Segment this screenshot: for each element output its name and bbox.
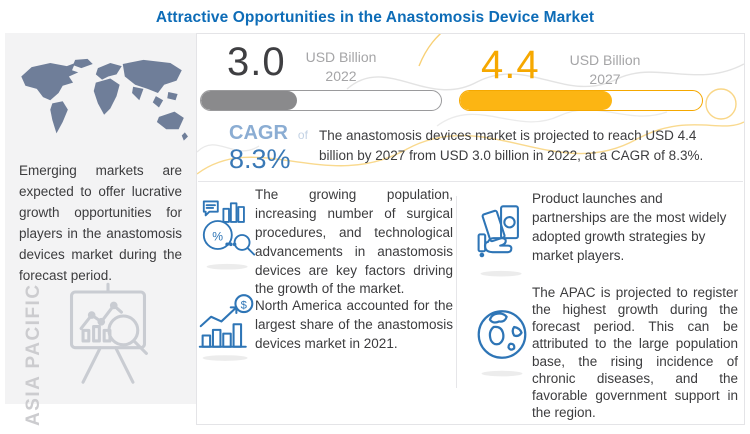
unit-label: USD Billion — [305, 49, 377, 65]
progress-bar-2022 — [200, 90, 442, 111]
cagr-value: 8.3% — [229, 144, 291, 174]
cagr-row: CAGR of — [229, 122, 308, 145]
progress-bar-2027 — [459, 90, 703, 111]
page-title: Attractive Opportunities in the Anastomo… — [155, 9, 595, 26]
year-label: 2027 — [589, 70, 621, 87]
market-analysis-icon: % — [202, 200, 256, 270]
hand-money-icon — [477, 205, 522, 277]
world-map-icon — [21, 58, 188, 141]
market-unit-2027: USD Billion 2027 — [559, 51, 651, 89]
globe-icon — [477, 310, 527, 377]
horizontal-divider — [198, 181, 743, 182]
insight-text: Product launches and partnerships are th… — [532, 191, 727, 263]
insight-text: The APAC is projected to register the hi… — [532, 285, 738, 420]
growth-chart-dollar-icon: $ — [198, 294, 254, 361]
sidebar-description: Emerging markets are expected to offer l… — [19, 163, 182, 283]
svg-text:$: $ — [241, 299, 248, 311]
insight-text: The growing population, increasing numbe… — [255, 187, 453, 297]
year-label: 2022 — [325, 67, 357, 84]
market-value-2027: 4.4 — [481, 43, 540, 87]
cagr-connector: of — [297, 128, 308, 142]
region-watermark: ASIA PACIFIC — [23, 283, 44, 426]
cagr-label: CAGR — [229, 122, 288, 144]
market-unit-2022: USD Billion 2022 — [297, 48, 385, 86]
insight-text: North America accounted for the largest … — [255, 298, 453, 351]
market-summary: The anastomosis devices market is projec… — [319, 128, 704, 163]
sidebar-asia-pacific: Emerging markets are expected to offer l… — [5, 33, 196, 426]
svg-text:%: % — [212, 230, 223, 244]
progress-bar-2027-fill — [460, 91, 613, 110]
chart-easel-magnifier-icon — [69, 282, 148, 384]
market-value-2022: 3.0 — [227, 40, 286, 84]
column-divider — [456, 196, 457, 388]
main-panel: 3.0 USD Billion 2022 4.4 USD Billion 202… — [196, 33, 745, 425]
unit-label: USD Billion — [569, 52, 641, 68]
progress-bar-2022-fill — [201, 91, 297, 110]
